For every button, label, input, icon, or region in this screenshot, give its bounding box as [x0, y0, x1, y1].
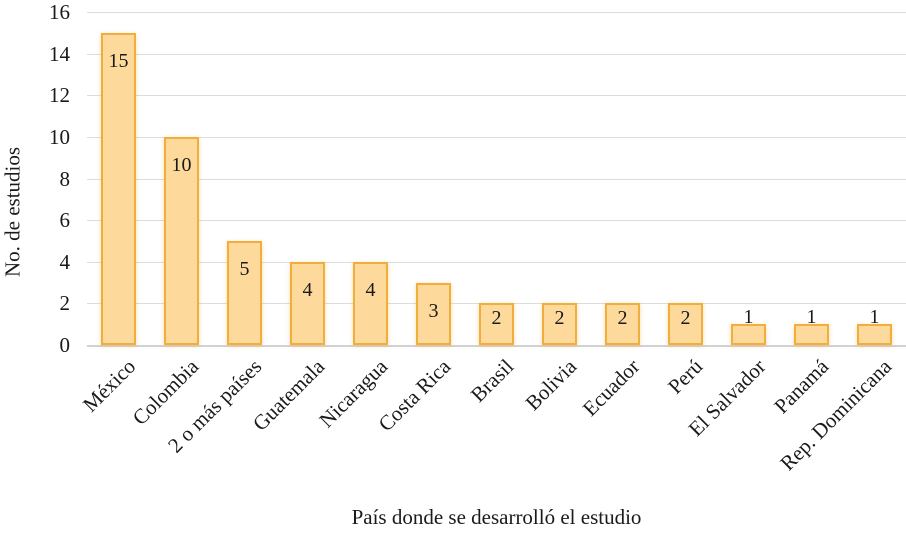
bar-value-label: 3 — [428, 299, 439, 322]
bar — [731, 324, 766, 345]
bar — [668, 303, 703, 345]
y-tick-label: 6 — [59, 208, 71, 233]
y-tick-label: 14 — [49, 41, 70, 66]
bar — [227, 240, 262, 345]
gridline — [87, 261, 906, 263]
bar-value-label: 5 — [239, 257, 250, 280]
bar — [101, 32, 136, 345]
gridline — [87, 12, 906, 13]
gridline — [87, 53, 906, 55]
x-axis-line — [87, 344, 906, 347]
bar — [416, 282, 451, 345]
bar-value-label: 15 — [108, 49, 129, 72]
bar-value-label: 1 — [743, 306, 754, 329]
bar-value-label: 4 — [302, 278, 313, 301]
bar — [164, 136, 199, 345]
bar — [542, 303, 577, 345]
bar — [794, 324, 829, 345]
gridline — [87, 95, 906, 97]
y-tick-label: 2 — [59, 291, 71, 316]
bar-value-label: 2 — [491, 307, 502, 330]
bar-value-label: 1 — [869, 306, 880, 329]
bar-value-label: 1 — [806, 306, 817, 329]
bar-value-label: 10 — [171, 153, 192, 176]
gridline — [87, 136, 906, 138]
y-tick-label: 4 — [59, 249, 71, 274]
bar — [605, 303, 640, 345]
gridline — [87, 220, 906, 222]
bar — [479, 303, 514, 345]
y-tick-label: 10 — [49, 124, 70, 149]
bar — [290, 261, 325, 345]
gridline — [87, 178, 906, 180]
bar-value-label: 4 — [365, 278, 376, 301]
bar-value-label: 2 — [680, 307, 691, 330]
y-tick-label: 8 — [59, 166, 71, 191]
x-axis-title: País donde se desarrolló el estudio — [351, 505, 642, 529]
bar-value-label: 2 — [617, 307, 628, 330]
y-tick-label: 0 — [59, 333, 71, 357]
y-tick-label: 16 — [49, 0, 70, 24]
y-tick-label: 12 — [49, 83, 70, 108]
bar — [353, 261, 388, 345]
bar-value-label: 2 — [554, 307, 565, 330]
bar — [857, 324, 892, 345]
